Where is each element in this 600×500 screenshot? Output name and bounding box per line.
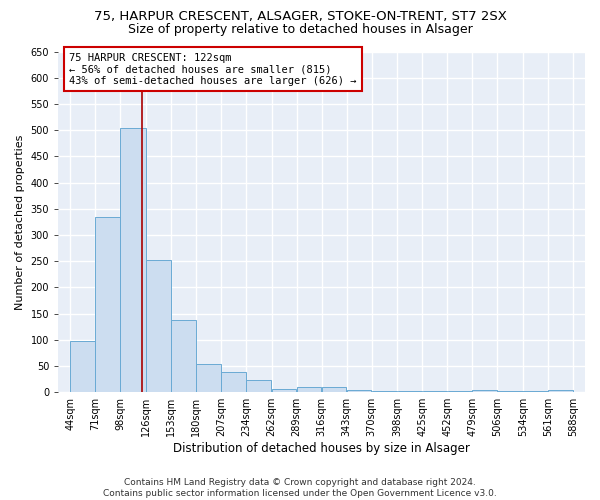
Bar bbox=[196, 364, 221, 392]
Bar bbox=[448, 391, 472, 392]
Bar bbox=[95, 217, 120, 392]
Y-axis label: Number of detached properties: Number of detached properties bbox=[15, 134, 25, 310]
Bar bbox=[398, 391, 422, 392]
Bar bbox=[221, 372, 245, 392]
Bar bbox=[422, 391, 447, 392]
Bar bbox=[246, 380, 271, 392]
Bar bbox=[70, 341, 95, 392]
Bar bbox=[272, 388, 296, 392]
Bar bbox=[297, 387, 322, 392]
X-axis label: Distribution of detached houses by size in Alsager: Distribution of detached houses by size … bbox=[173, 442, 470, 455]
Bar bbox=[372, 391, 397, 392]
Bar bbox=[523, 391, 548, 392]
Bar bbox=[472, 390, 497, 392]
Text: 75, HARPUR CRESCENT, ALSAGER, STOKE-ON-TRENT, ST7 2SX: 75, HARPUR CRESCENT, ALSAGER, STOKE-ON-T… bbox=[94, 10, 506, 23]
Bar bbox=[322, 387, 346, 392]
Bar bbox=[497, 391, 523, 392]
Bar bbox=[171, 320, 196, 392]
Bar bbox=[548, 390, 573, 392]
Text: Contains HM Land Registry data © Crown copyright and database right 2024.
Contai: Contains HM Land Registry data © Crown c… bbox=[103, 478, 497, 498]
Bar bbox=[121, 128, 146, 392]
Bar bbox=[146, 260, 171, 392]
Text: Size of property relative to detached houses in Alsager: Size of property relative to detached ho… bbox=[128, 22, 472, 36]
Text: 75 HARPUR CRESCENT: 122sqm
← 56% of detached houses are smaller (815)
43% of sem: 75 HARPUR CRESCENT: 122sqm ← 56% of deta… bbox=[69, 52, 357, 86]
Bar bbox=[347, 390, 371, 392]
